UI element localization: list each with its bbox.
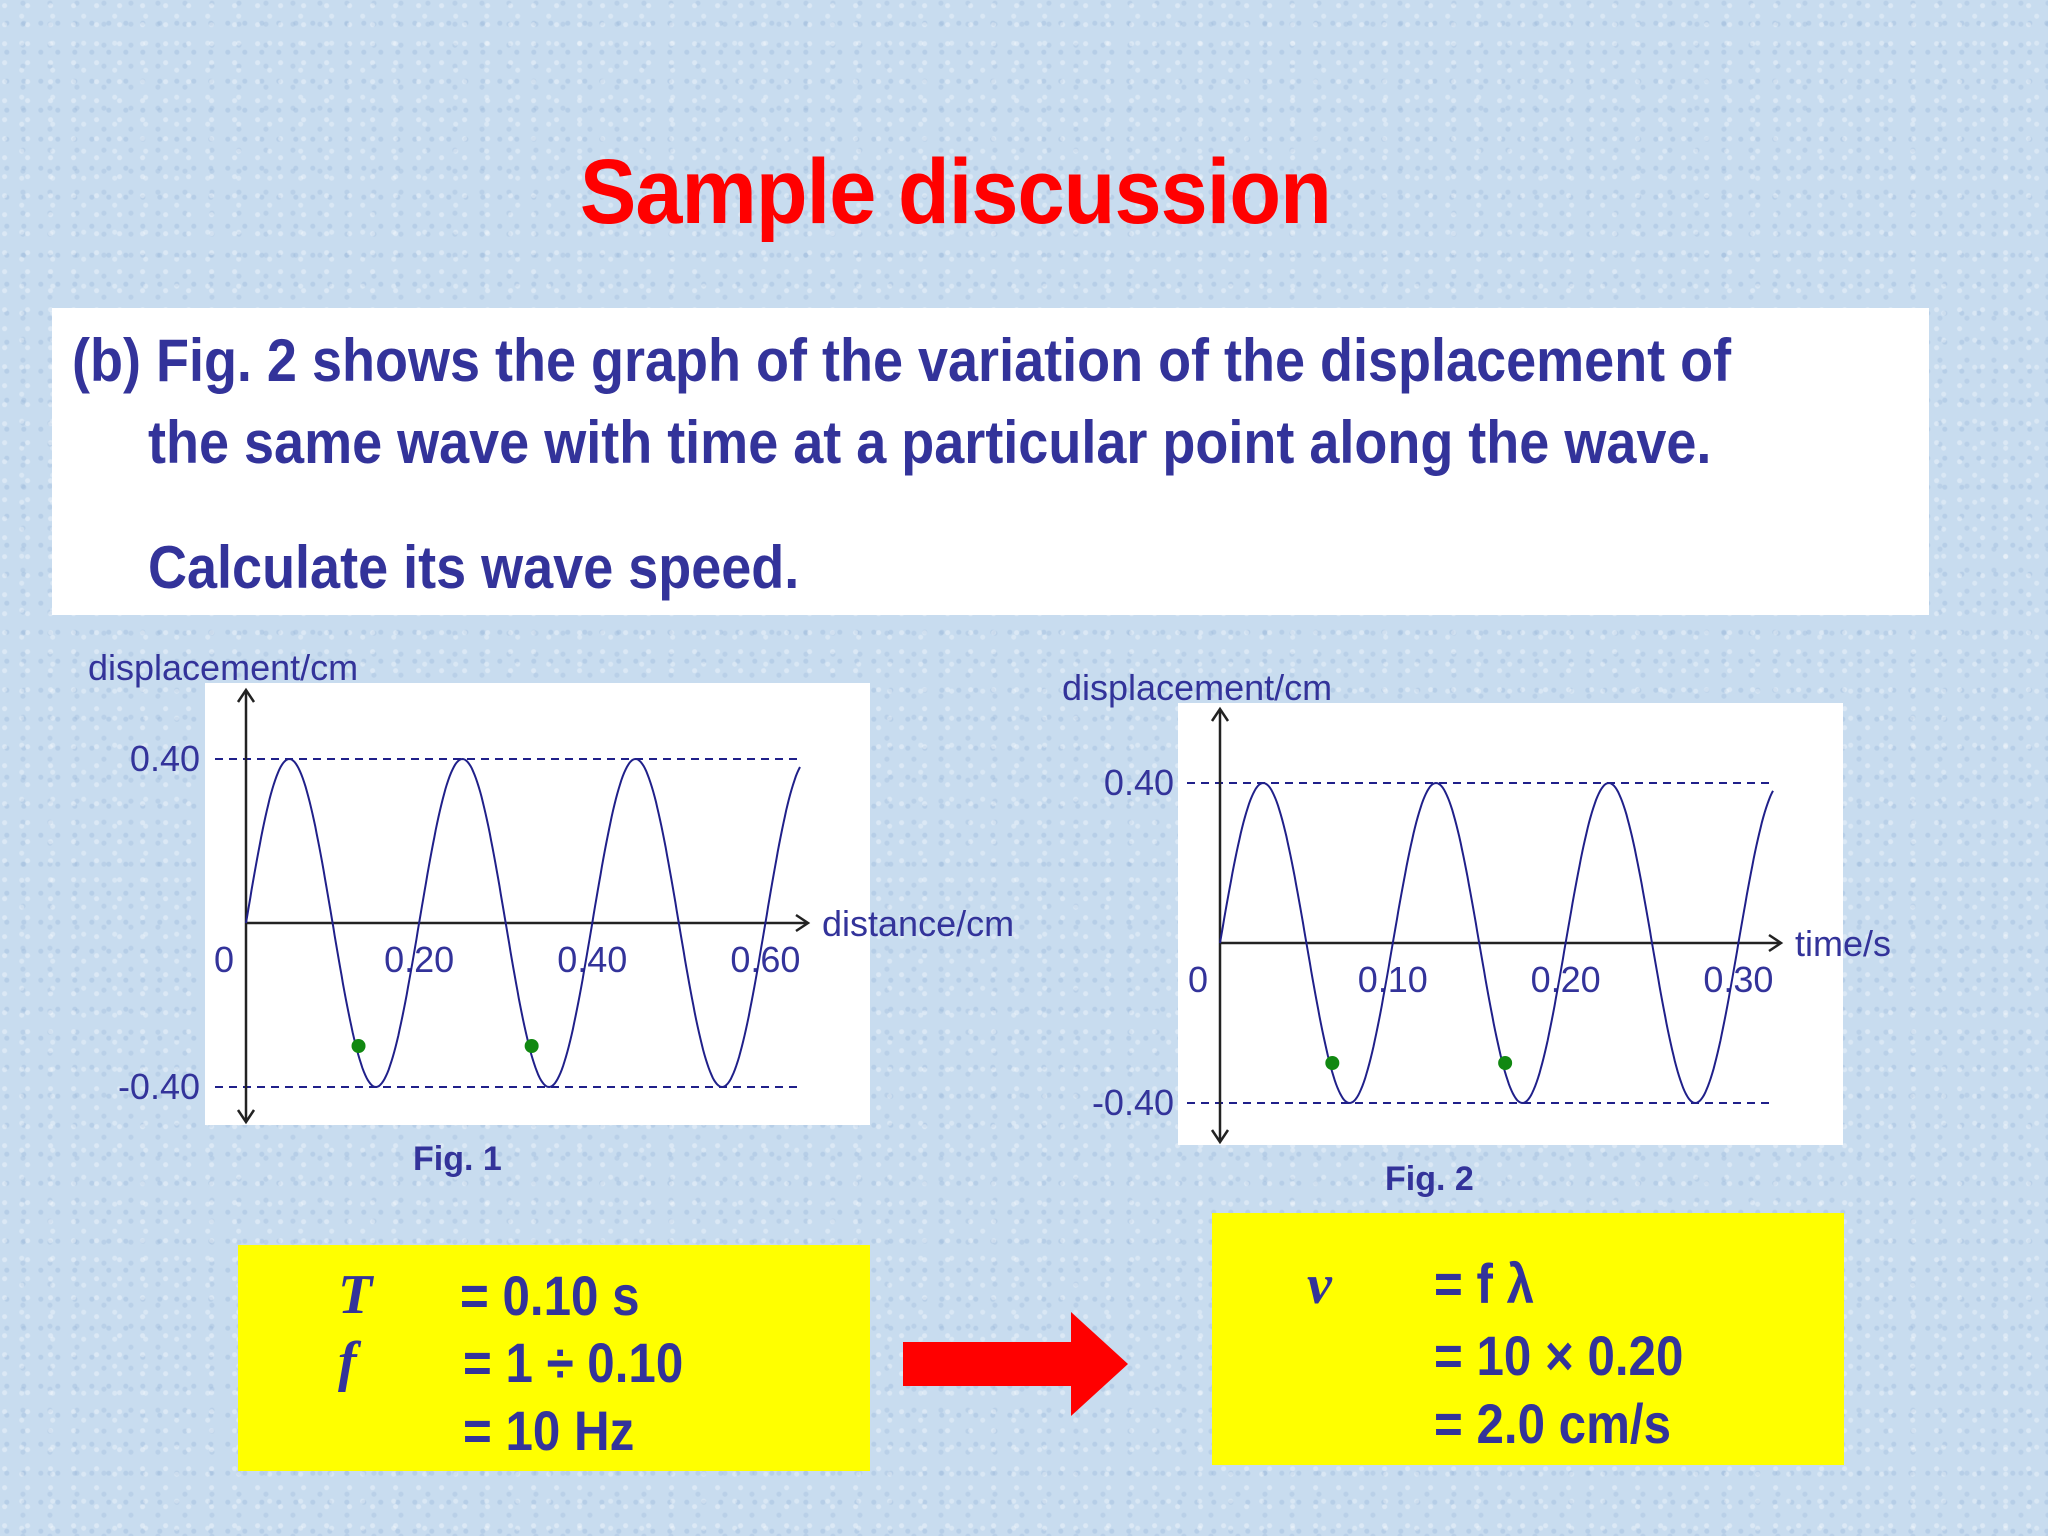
- x-tick-label: 0: [214, 939, 234, 980]
- y-axis-label: displacement/cm: [88, 647, 358, 688]
- x-tick-label: 0: [1188, 959, 1208, 1000]
- y-tick-label: -0.40: [118, 1066, 200, 1107]
- y-tick-label: 0.40: [1104, 762, 1174, 803]
- speed-result: = 2.0 cm/s: [1434, 1392, 1671, 1455]
- period-symbol: T: [338, 1264, 373, 1326]
- question-box: (b) Fig. 2 shows the graph of the variat…: [52, 308, 1929, 615]
- x-axis-arrow: [795, 913, 811, 933]
- y-axis-label: displacement/cm: [1062, 667, 1332, 708]
- y-axis-arrow-down: [236, 1109, 256, 1125]
- x-tick-label: 0.30: [1703, 959, 1773, 1000]
- marked-point: [1498, 1056, 1513, 1070]
- frequency-result: = 10 Hz: [463, 1399, 635, 1462]
- question-line-2: the same wave with time at a particular …: [148, 409, 1712, 476]
- figure-caption-1: Fig. 1: [413, 1140, 502, 1178]
- y-axis-arrow-up: [236, 687, 256, 703]
- speed-substitution: = 10 × 0.20: [1434, 1324, 1684, 1387]
- marked-point: [351, 1039, 366, 1053]
- speed-symbol: v: [1307, 1254, 1332, 1316]
- x-axis-arrow: [1768, 933, 1784, 953]
- x-tick-label: 0.20: [384, 939, 454, 980]
- marked-point: [524, 1039, 539, 1053]
- right-arrow-icon: [903, 1312, 1128, 1416]
- y-tick-label: 0.40: [130, 738, 200, 779]
- speed-formula: = f λ: [1434, 1252, 1534, 1315]
- period-value: = 0.10 s: [460, 1264, 640, 1327]
- y-axis-arrow-down: [1210, 1129, 1230, 1145]
- frequency-symbol: f: [338, 1331, 357, 1393]
- wave-speed-box: v = f λ = 10 × 0.20 = 2.0 cm/s: [1212, 1213, 1844, 1465]
- period-frequency-box: T = 0.10 s f = 1 ÷ 0.10 = 10 Hz: [238, 1245, 870, 1471]
- wave-curve: [1219, 781, 1774, 1105]
- frequency-value: = 1 ÷ 0.10: [463, 1331, 684, 1394]
- plot-background: [1178, 703, 1843, 1145]
- x-tick-label: 0.20: [1531, 959, 1601, 1000]
- slide-title: Sample discussion: [579, 141, 1332, 243]
- question-line-1: (b) Fig. 2 shows the graph of the variat…: [72, 327, 1732, 394]
- figure-caption-2: Fig. 2: [1385, 1160, 1474, 1198]
- wave-curve: [245, 757, 801, 1089]
- x-axis-label: time/s: [1795, 923, 1891, 964]
- marked-point: [1325, 1056, 1340, 1070]
- x-tick-label: 0.10: [1358, 959, 1428, 1000]
- x-axis-label: distance/cm: [822, 903, 1014, 944]
- x-tick-label: 0.60: [730, 939, 800, 980]
- x-tick-label: 0.40: [557, 939, 627, 980]
- question-line-3: Calculate its wave speed.: [148, 534, 800, 601]
- plot-background: [205, 683, 870, 1125]
- y-axis-arrow-up: [1210, 706, 1230, 722]
- y-tick-label: -0.40: [1092, 1082, 1174, 1123]
